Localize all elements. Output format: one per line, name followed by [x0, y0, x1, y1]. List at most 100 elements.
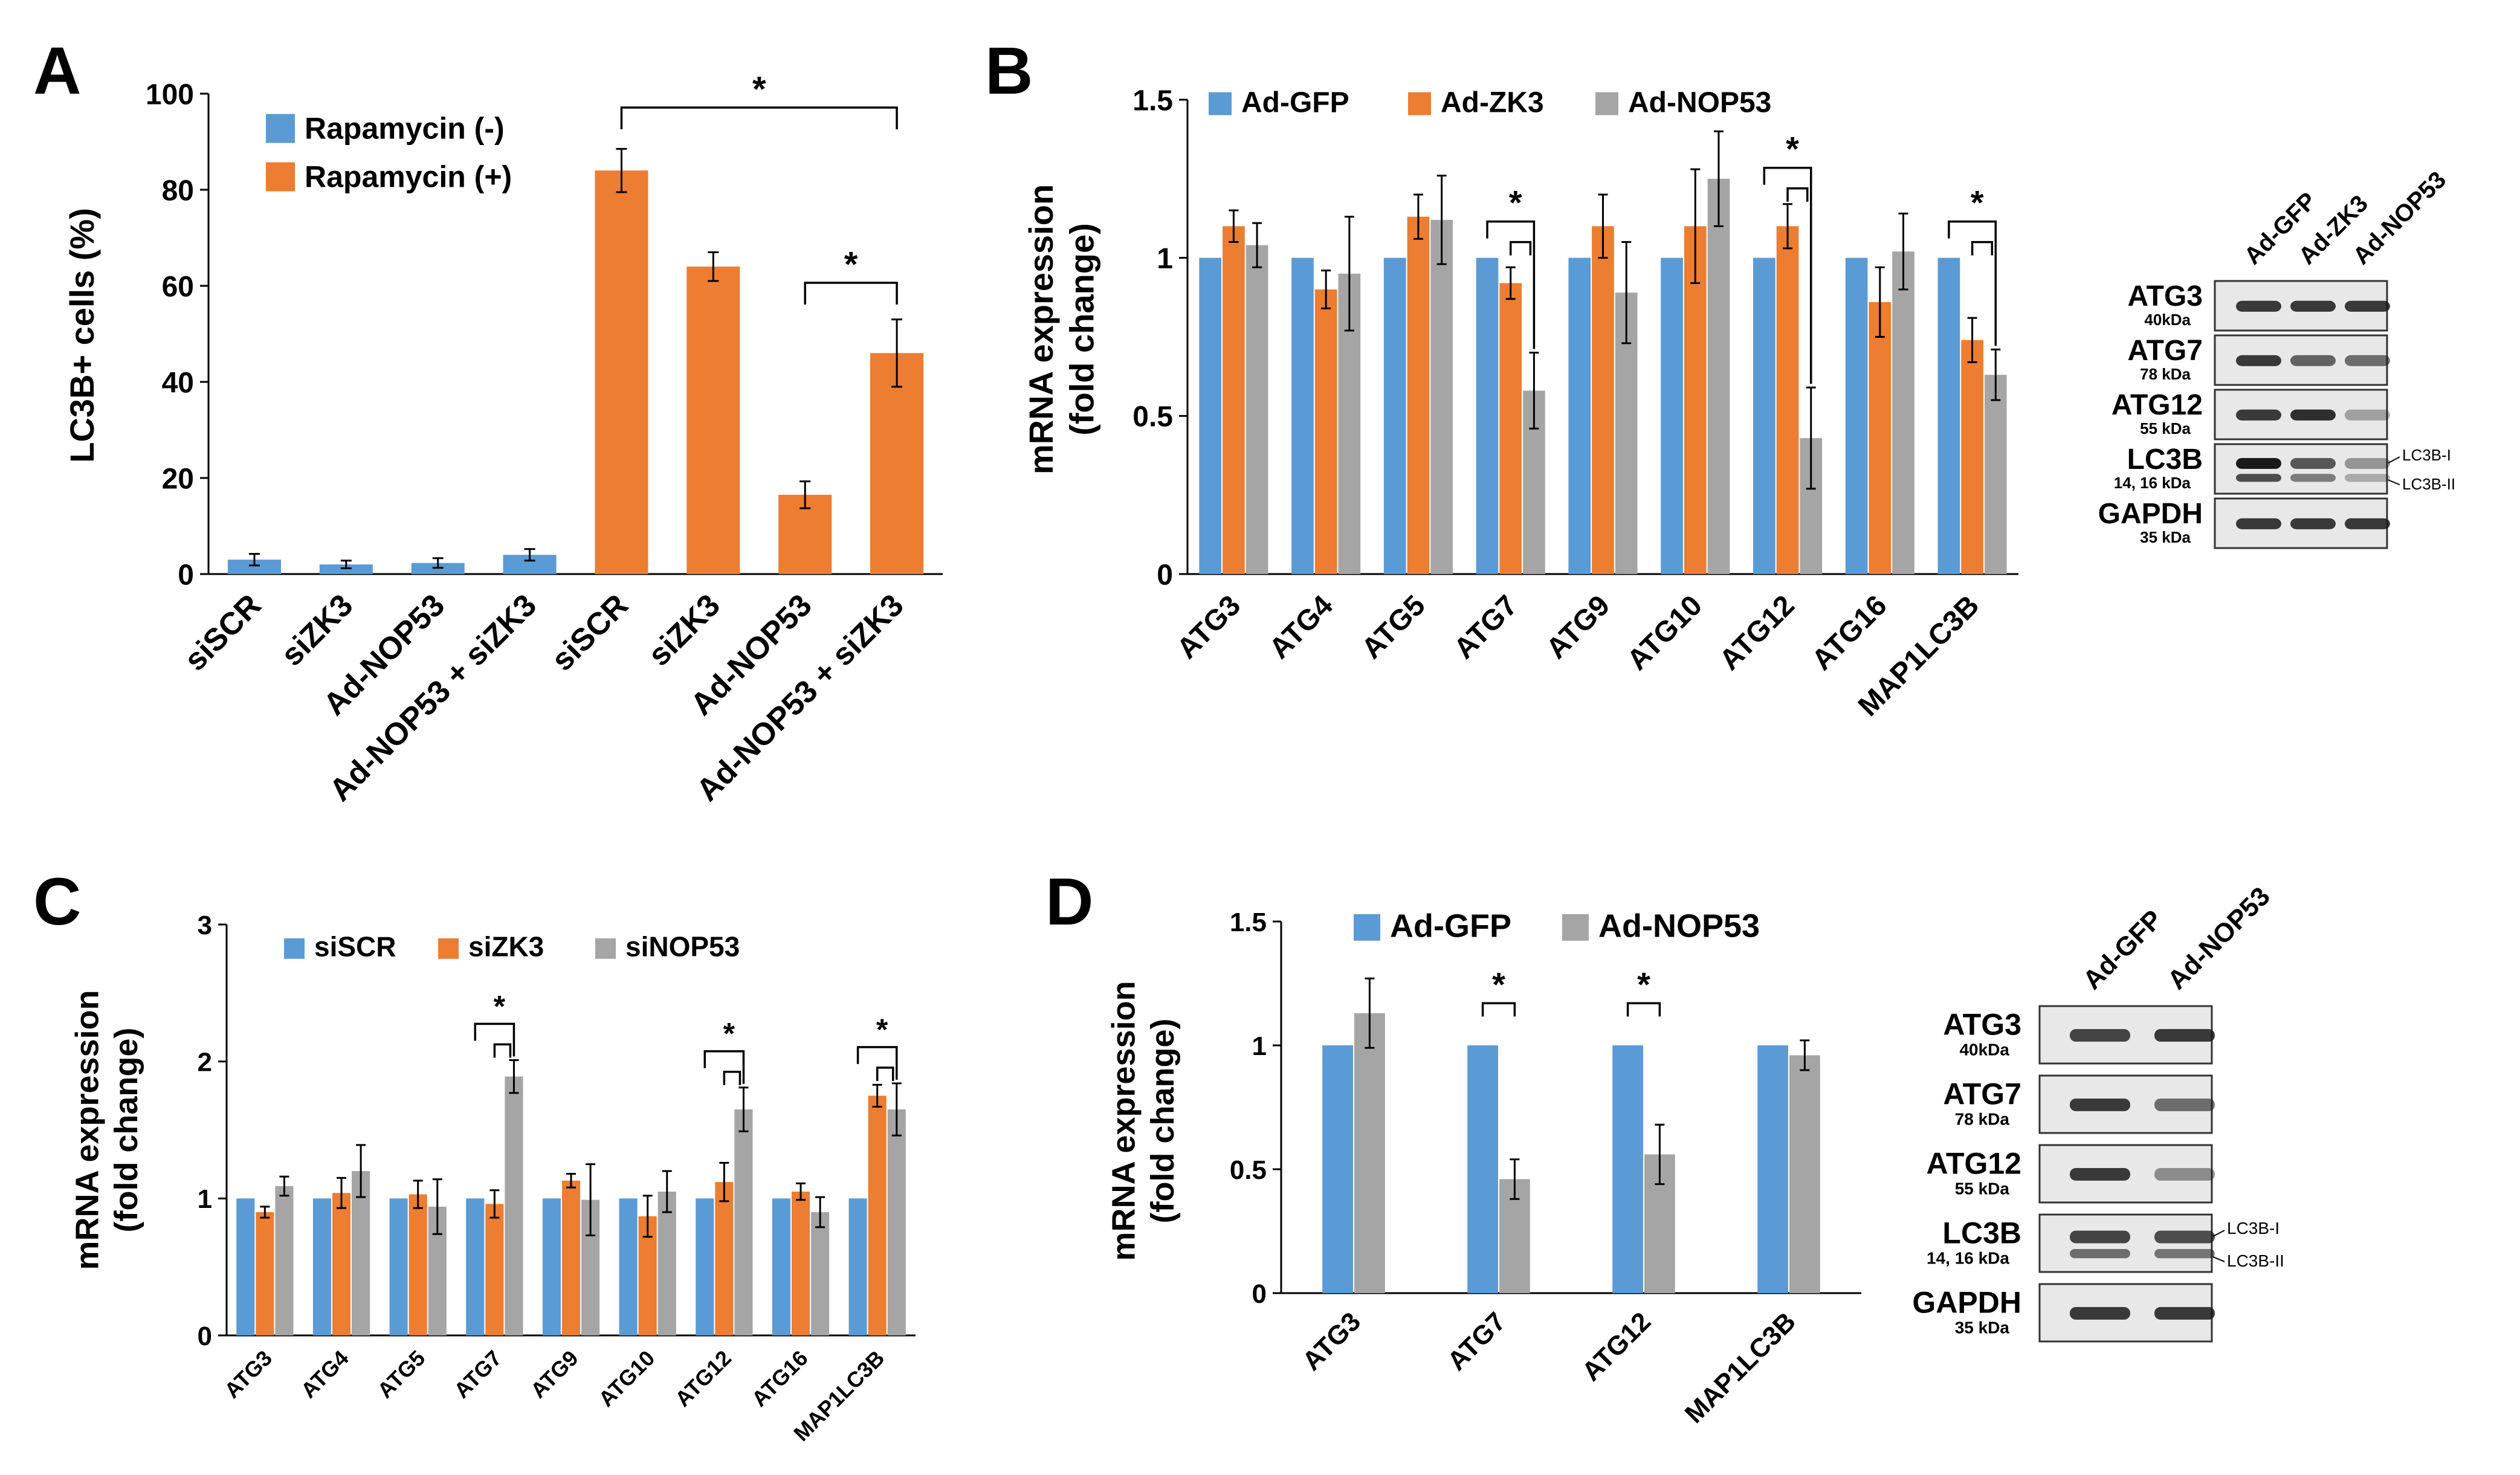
bar: [848, 1198, 867, 1335]
legend: siSCR siZK3 siNOP53: [284, 931, 740, 962]
significance-bracket: [703, 1050, 745, 1084]
protein-size: 55 kDa: [1955, 1180, 2010, 1198]
legend-label: Ad-NOP53: [1598, 908, 1760, 944]
bar: [542, 1198, 561, 1335]
significance-bracket: [1626, 1002, 1661, 1017]
legend-swatch: [595, 938, 616, 959]
y-axis-title: mRNA expression (fold change): [1105, 981, 1181, 1260]
bar: [715, 1182, 734, 1335]
lane-label: Ad-NOP53: [2162, 882, 2276, 996]
panel-letter: C: [33, 865, 81, 939]
band: [2290, 474, 2336, 482]
side-label-line: [2212, 1256, 2225, 1262]
significance-bracket: [1486, 220, 1536, 349]
bar: [1314, 289, 1337, 574]
significance-bracket: [1763, 166, 1812, 384]
category-label: ATG7: [449, 1346, 506, 1403]
category-label: MAP1LC3B: [1679, 1306, 1801, 1428]
protein-name: ATG3: [2128, 280, 2203, 312]
bar: [1245, 245, 1268, 574]
band-side-label: LC3B-I: [2402, 446, 2451, 464]
legend-label: Rapamycin (-): [305, 112, 505, 146]
significance-star: *: [1637, 965, 1650, 1003]
legend-swatch: [1408, 92, 1431, 115]
band-side-label: LC3B-I: [2227, 1219, 2279, 1238]
y-axis-title: LC3B+ cells (%): [63, 208, 101, 463]
protein-size: 40kDa: [1959, 1041, 2009, 1059]
protein-name: ATG7: [1943, 1077, 2021, 1111]
significance-bracket: [620, 106, 898, 129]
significance-bracket: [1509, 240, 1532, 256]
band-side-label: LC3B-II: [2402, 475, 2455, 493]
legend-label: siSCR: [314, 931, 396, 962]
bar: [561, 1180, 581, 1335]
band: [2154, 1307, 2215, 1320]
chart-panel-D: D 0 0.5 1 1.5 mRNA expression (fold change) ATG…: [1045, 865, 1861, 1429]
bar: [772, 1198, 790, 1335]
y-tick-label: 1: [198, 1184, 212, 1214]
bar: [1869, 302, 1892, 574]
legend-swatch: [1562, 914, 1589, 941]
protein-name: ATG12: [2111, 389, 2203, 421]
significance-star: *: [1971, 184, 1984, 222]
band: [2070, 1029, 2130, 1042]
bar: [1476, 257, 1499, 575]
significance-bracket: [804, 282, 898, 305]
protein-name: ATG12: [1927, 1147, 2021, 1181]
band: [2345, 518, 2390, 529]
bar: [687, 266, 740, 574]
y-axis-title-line: mRNA expression: [69, 990, 105, 1270]
bar: [1961, 340, 1983, 574]
bar: [657, 1192, 676, 1335]
bar: [227, 560, 281, 574]
band: [2290, 300, 2336, 312]
bar: [1776, 226, 1799, 574]
legend: Rapamycin (-) Rapamycin (+): [266, 112, 512, 194]
bar: [256, 1212, 274, 1335]
category-label: ATG5: [1355, 589, 1431, 665]
band: [2070, 1249, 2130, 1259]
bar: [1892, 251, 1914, 574]
category-label: ATG12: [1713, 589, 1800, 676]
lane-label: Ad-GFP: [2077, 905, 2168, 995]
significance-bracket: [1786, 187, 1809, 202]
y-tick-label: 1: [1157, 243, 1173, 275]
band: [2236, 300, 2281, 312]
category-label: ATG16: [746, 1346, 812, 1412]
bar: [1223, 226, 1245, 574]
legend-label: Ad-GFP: [1241, 86, 1349, 118]
significance-bracket: [856, 1046, 898, 1080]
legend: Ad-GFP Ad-NOP53: [1354, 908, 1760, 944]
bar: [811, 1212, 830, 1335]
band: [2345, 409, 2390, 421]
band: [2345, 457, 2390, 469]
significance-star: *: [876, 1013, 888, 1047]
bar: [619, 1198, 638, 1335]
significance-star: *: [1492, 965, 1505, 1003]
significance-star: *: [1509, 184, 1522, 222]
y-tick-label: 1.5: [1230, 908, 1267, 937]
y-axis-title-line: mRNA expression: [1022, 184, 1060, 474]
category-label: siZK3: [274, 587, 360, 673]
bar: [505, 1076, 523, 1335]
band: [2070, 1099, 2130, 1111]
protein-size: 78 kDa: [1955, 1110, 2010, 1129]
protein-name: GAPDH: [1912, 1286, 2021, 1320]
category-label: ATG16: [1806, 589, 1893, 676]
band: [2070, 1307, 2130, 1320]
category-label: siZK3: [642, 587, 727, 673]
category-label: ATG4: [1263, 589, 1339, 665]
significance-bracket: [1481, 1002, 1516, 1017]
band: [2154, 1230, 2215, 1244]
bar: [485, 1204, 504, 1335]
legend: Ad-GFP Ad-ZK3 Ad-NOP53: [1209, 86, 1771, 118]
legend-label: Rapamycin (+): [305, 160, 512, 194]
significance-star: *: [723, 1017, 735, 1051]
protein-size: 14, 16 kDa: [1927, 1249, 2009, 1268]
band: [2154, 1168, 2215, 1181]
